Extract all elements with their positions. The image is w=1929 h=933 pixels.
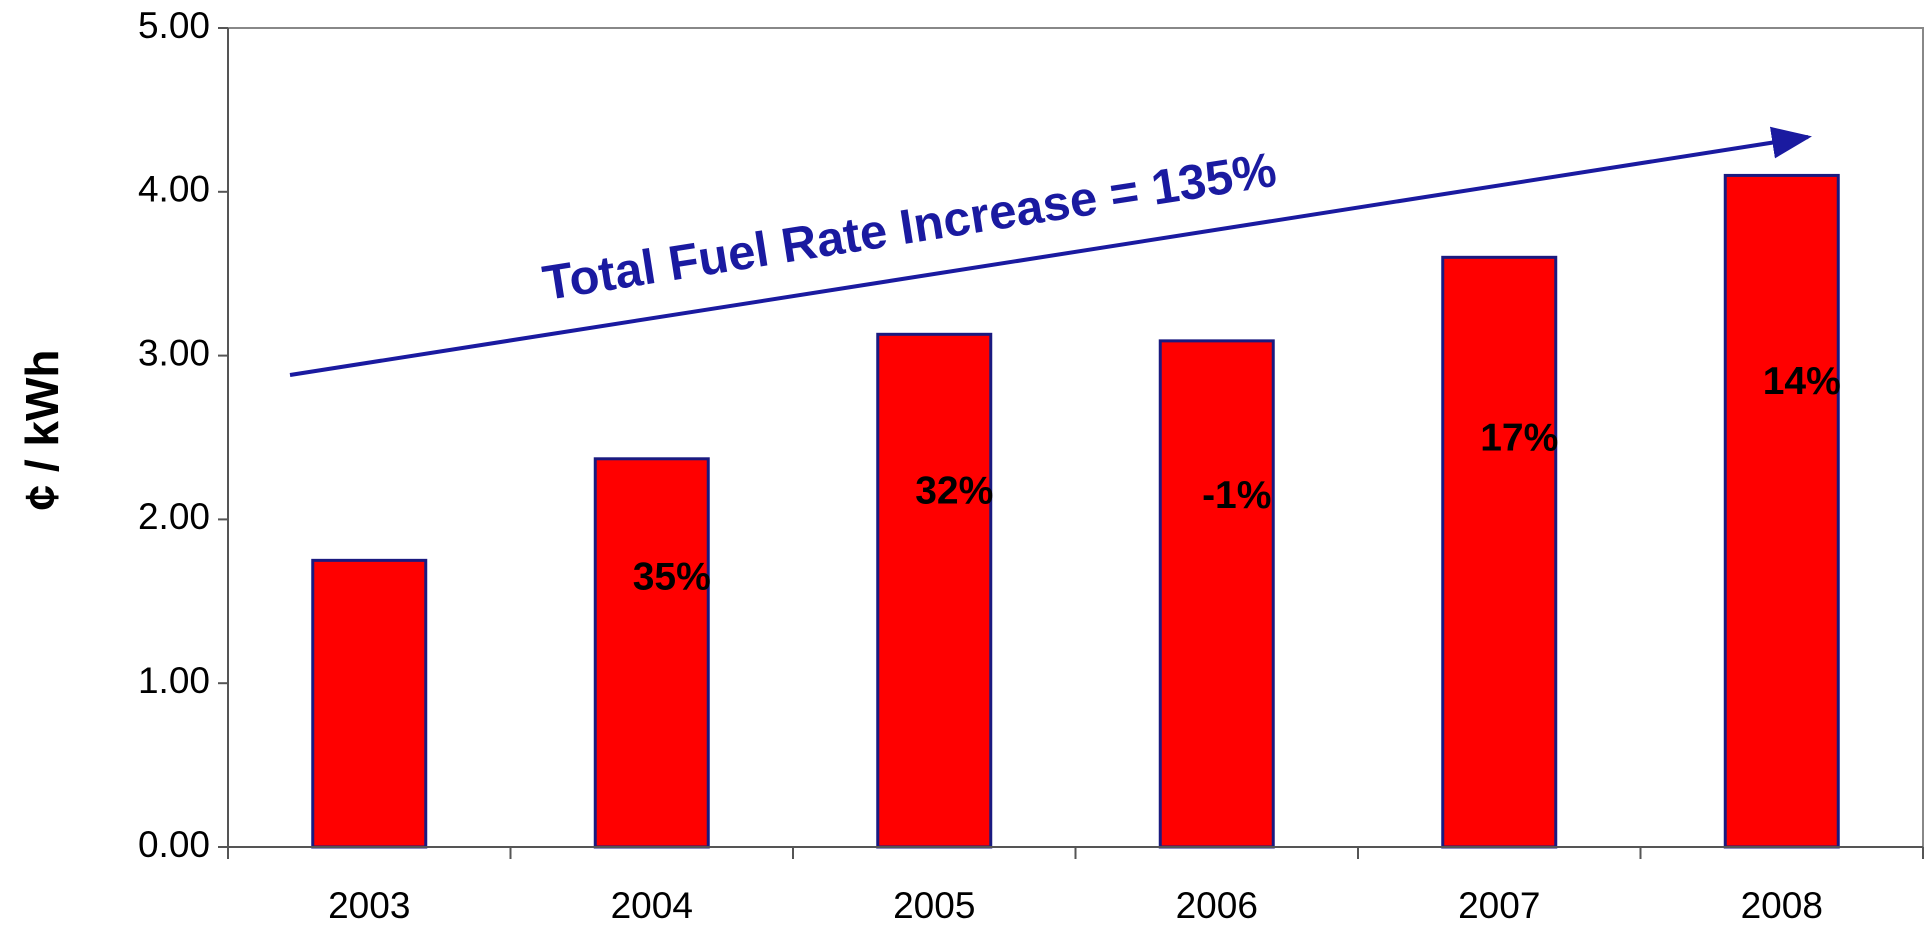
bar-label: 17% [1480, 416, 1558, 459]
y-tick-label: 3.00 [138, 332, 210, 373]
bar [593, 457, 710, 849]
bar-label: -1% [1202, 474, 1271, 517]
x-tick-label: 2007 [1458, 885, 1540, 926]
x-tick-label: 2003 [328, 885, 410, 926]
bar [1441, 255, 1558, 849]
x-tick-label: 2008 [1741, 885, 1823, 926]
x-tick-label: 2004 [611, 885, 693, 926]
y-tick-label: 5.00 [138, 5, 210, 46]
y-axis-label: ¢ / kWh [16, 349, 68, 510]
annotation: Total Fuel Rate Increase = 135% [539, 143, 1280, 311]
trend-arrow [289, 126, 1812, 377]
bar [1723, 173, 1840, 849]
y-tick-label: 1.00 [138, 660, 210, 701]
y-tick-label: 2.00 [138, 496, 210, 537]
bar [876, 332, 993, 849]
x-tick-label: 2006 [1176, 885, 1258, 926]
bar-label: 35% [633, 555, 711, 598]
y-tick-label: 0.00 [138, 824, 210, 865]
bar-label: 14% [1763, 360, 1841, 403]
x-tick-label: 2005 [893, 885, 975, 926]
bar [311, 558, 428, 849]
bar-label: 32% [915, 470, 993, 513]
plot-frame [227, 27, 1924, 848]
bar [1158, 339, 1275, 849]
y-tick-label: 4.00 [138, 169, 210, 210]
